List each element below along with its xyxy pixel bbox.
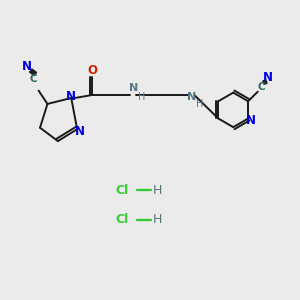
Text: Cl: Cl [115, 213, 128, 226]
Text: Cl: Cl [115, 184, 128, 196]
Text: O: O [87, 64, 97, 77]
Text: H: H [196, 99, 203, 109]
Text: N: N [75, 125, 85, 138]
Text: N: N [66, 90, 76, 103]
Text: N: N [263, 71, 273, 84]
Text: H: H [153, 184, 162, 196]
Text: C: C [29, 74, 37, 84]
Text: H: H [153, 213, 162, 226]
Text: N: N [187, 92, 196, 101]
Text: H: H [138, 92, 146, 102]
Text: N: N [22, 60, 32, 73]
Text: N: N [129, 83, 138, 94]
Text: C: C [257, 82, 265, 92]
Text: N: N [246, 114, 256, 127]
